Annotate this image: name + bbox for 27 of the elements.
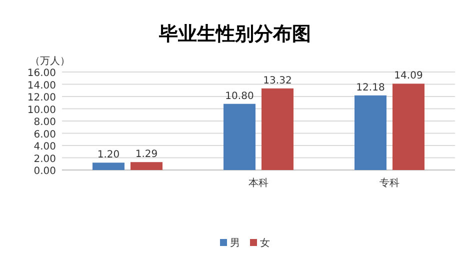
y-tick-label: 0.00 xyxy=(34,166,56,177)
x-tick-label: 专科 xyxy=(380,177,400,189)
y-tick-label: 16.00 xyxy=(27,68,56,79)
y-tick-label: 14.00 xyxy=(27,80,56,92)
y-axis-title: （万人） xyxy=(30,56,70,67)
data-label: 12.18 xyxy=(356,82,385,94)
y-tick-label: 12.00 xyxy=(27,92,56,104)
y-tick-label: 8.00 xyxy=(34,117,56,128)
bar xyxy=(354,95,386,170)
y-tick-label: 2.00 xyxy=(34,154,56,165)
bar xyxy=(262,88,294,170)
legend-label: 女 xyxy=(260,237,270,249)
y-tick-label: 4.00 xyxy=(34,142,56,152)
data-label: 1.29 xyxy=(135,149,158,160)
legend-label: 男 xyxy=(230,238,240,249)
data-label: 13.32 xyxy=(263,75,292,86)
chart-title: 毕业生性别分布图 xyxy=(158,23,311,45)
bar xyxy=(224,104,256,170)
data-label: 14.09 xyxy=(394,70,423,82)
data-label: 10.80 xyxy=(225,90,254,102)
x-tick-label: 本科 xyxy=(248,177,268,189)
y-tick-label: 6.00 xyxy=(34,129,56,140)
bar xyxy=(92,162,124,170)
data-label: 1.20 xyxy=(97,150,120,161)
bar xyxy=(392,84,424,170)
bar xyxy=(130,162,162,170)
y-tick-label: 10.00 xyxy=(27,104,56,116)
